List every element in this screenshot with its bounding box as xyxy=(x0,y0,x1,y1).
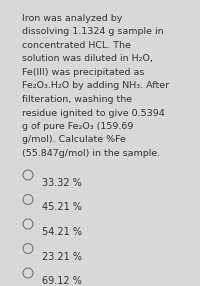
Text: 33.32 %: 33.32 % xyxy=(42,178,82,188)
Text: Fe(III) was precipitated as: Fe(III) was precipitated as xyxy=(22,68,144,77)
Text: dissolving 1.1324 g sample in: dissolving 1.1324 g sample in xyxy=(22,27,164,37)
Text: concentrated HCL. The: concentrated HCL. The xyxy=(22,41,131,50)
Text: g of pure Fe₂O₃ (159.69: g of pure Fe₂O₃ (159.69 xyxy=(22,122,133,131)
Text: solution was diluted in H₂O,: solution was diluted in H₂O, xyxy=(22,55,153,63)
Text: filteration, washing the: filteration, washing the xyxy=(22,95,132,104)
Text: 69.12 %: 69.12 % xyxy=(42,276,82,286)
Text: 45.21 %: 45.21 % xyxy=(42,202,82,212)
Text: 23.21 %: 23.21 % xyxy=(42,251,82,261)
Text: Fe₂O₃.H₂O by adding NH₃. After: Fe₂O₃.H₂O by adding NH₃. After xyxy=(22,82,169,90)
Text: residue ignited to give 0.5394: residue ignited to give 0.5394 xyxy=(22,108,165,118)
Text: Iron was analyzed by: Iron was analyzed by xyxy=(22,14,122,23)
Text: 54.21 %: 54.21 % xyxy=(42,227,82,237)
Text: g/mol). Calculate %Fe: g/mol). Calculate %Fe xyxy=(22,136,126,144)
Text: (55.847g/mol) in the sample.: (55.847g/mol) in the sample. xyxy=(22,149,160,158)
